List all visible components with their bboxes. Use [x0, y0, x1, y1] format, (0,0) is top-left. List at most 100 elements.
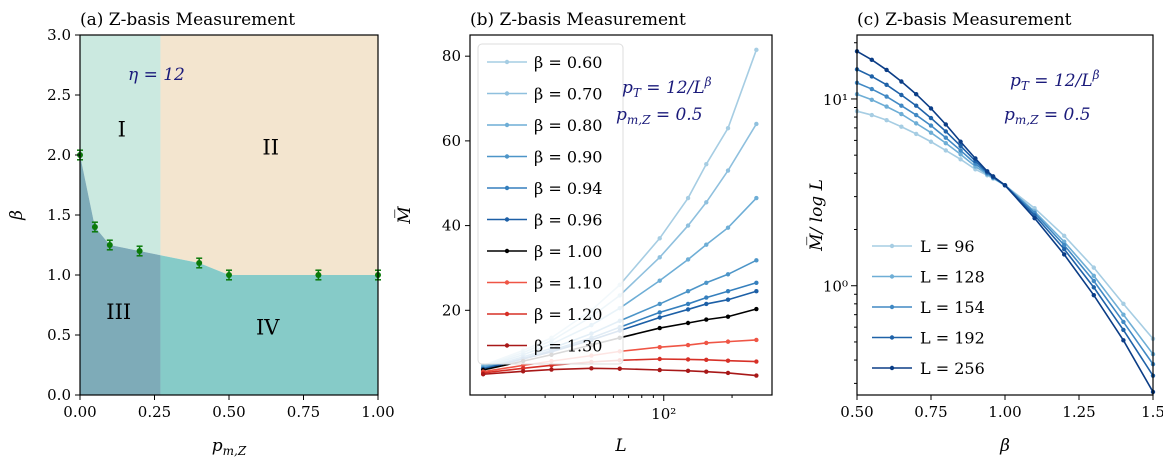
boundary-point [315, 269, 322, 281]
panel-c: (c) Z-basis Measurement 0.50 0.75 1.00 1.25… [806, 10, 1163, 456]
data-point [754, 306, 759, 312]
region-II-area [160, 35, 378, 275]
x-tick-label: 0.75 [914, 403, 947, 421]
data-point [725, 289, 731, 294]
legend-marker [504, 343, 510, 348]
data-point [704, 295, 709, 300]
data-point [685, 289, 691, 294]
data-point [657, 310, 662, 315]
legend-marker [504, 122, 510, 128]
data-point [928, 139, 934, 144]
data-point [943, 148, 948, 153]
data-point [1121, 338, 1126, 343]
legend-label: β = 0.94 [534, 179, 602, 198]
y-tick-label: 0.0 [47, 386, 71, 404]
data-point [657, 255, 662, 260]
data-point [480, 372, 486, 377]
x-tick-label: 1.25 [1062, 403, 1095, 421]
legend-entry: β = 1.00 [487, 242, 602, 261]
legend-entry: β = 0.80 [487, 116, 602, 135]
data-point [958, 143, 963, 149]
data-point [754, 280, 759, 285]
data-point [725, 314, 731, 319]
data-point [899, 124, 904, 129]
region-label-I: I [118, 118, 126, 142]
data-point [869, 57, 874, 63]
data-point [884, 67, 889, 73]
panel-b-annotation-pt: pT = 12/Lβ [622, 75, 712, 100]
data-point [928, 106, 934, 111]
legend-marker [504, 280, 510, 285]
legend-label: β = 1.30 [534, 337, 602, 356]
data-point [928, 115, 934, 121]
data-point [685, 257, 691, 262]
data-point [725, 358, 731, 363]
x-tick-label: 1.00 [988, 403, 1021, 421]
legend-label: β = 0.96 [534, 211, 602, 230]
series-line [854, 49, 1156, 395]
legend-label: β = 0.60 [534, 53, 602, 72]
data-point [754, 289, 759, 294]
legend-label: L = 192 [920, 329, 985, 348]
legend-marker [889, 335, 895, 340]
legend-entry: L = 128 [872, 268, 985, 287]
data-point [1091, 285, 1097, 290]
data-point [657, 367, 662, 373]
data-point [704, 200, 709, 205]
y-tick-label: 2.0 [47, 146, 71, 164]
y-tick-label: 10⁰ [823, 278, 848, 296]
y-tick-label: 1.0 [47, 266, 71, 284]
data-point [1121, 319, 1126, 325]
data-point [657, 356, 662, 362]
legend-label: L = 96 [920, 237, 975, 256]
data-point [589, 366, 594, 371]
legend-entry: β = 0.60 [487, 53, 602, 72]
x-tick-label: 0.00 [63, 403, 96, 421]
data-point [928, 123, 934, 128]
line-path [856, 93, 1154, 355]
data-point [1091, 273, 1097, 279]
data-point [685, 342, 691, 348]
boundary-marker [136, 248, 143, 254]
boundary-point [136, 245, 143, 257]
legend-entry: L = 256 [872, 359, 985, 378]
data-point [869, 97, 874, 102]
region-IV-area [160, 255, 378, 395]
panel-a-title: (a) Z-basis Measurement [80, 10, 295, 30]
data-point [704, 317, 709, 322]
data-point [914, 121, 919, 126]
panel-a-xlabel: pm,Z [212, 436, 247, 458]
y-tick-label: 3.0 [47, 26, 71, 44]
data-point [943, 140, 948, 146]
data-point [657, 315, 662, 320]
legend-label: β = 1.00 [534, 242, 602, 261]
legend-entry: β = 0.96 [487, 211, 602, 230]
series-line [854, 80, 1156, 367]
data-point [657, 301, 662, 307]
data-point [884, 104, 889, 109]
boundary-point [226, 269, 232, 281]
panel-a-ylabel: β [7, 210, 27, 221]
data-point [549, 367, 554, 372]
data-point [869, 112, 874, 118]
data-point [754, 258, 759, 263]
legend-box [477, 43, 624, 365]
boundary-marker [91, 224, 98, 230]
legend-marker [504, 154, 510, 159]
data-point [914, 112, 919, 118]
data-point [958, 148, 963, 153]
panel-b: (b) Z-basis Measurement 20 40 60 80 10² β = … [394, 10, 773, 456]
legend-marker [889, 274, 895, 279]
line-path [483, 358, 757, 374]
line-path [483, 367, 757, 377]
legend-entry: L = 192 [872, 329, 985, 348]
data-point [704, 369, 709, 374]
x-tick-label: 1.00 [361, 403, 394, 421]
legend-marker [504, 311, 510, 317]
data-point [725, 168, 731, 173]
y-tick-label: 0.5 [47, 326, 71, 344]
x-tick-label: 0.25 [138, 403, 171, 421]
data-point [914, 131, 919, 137]
